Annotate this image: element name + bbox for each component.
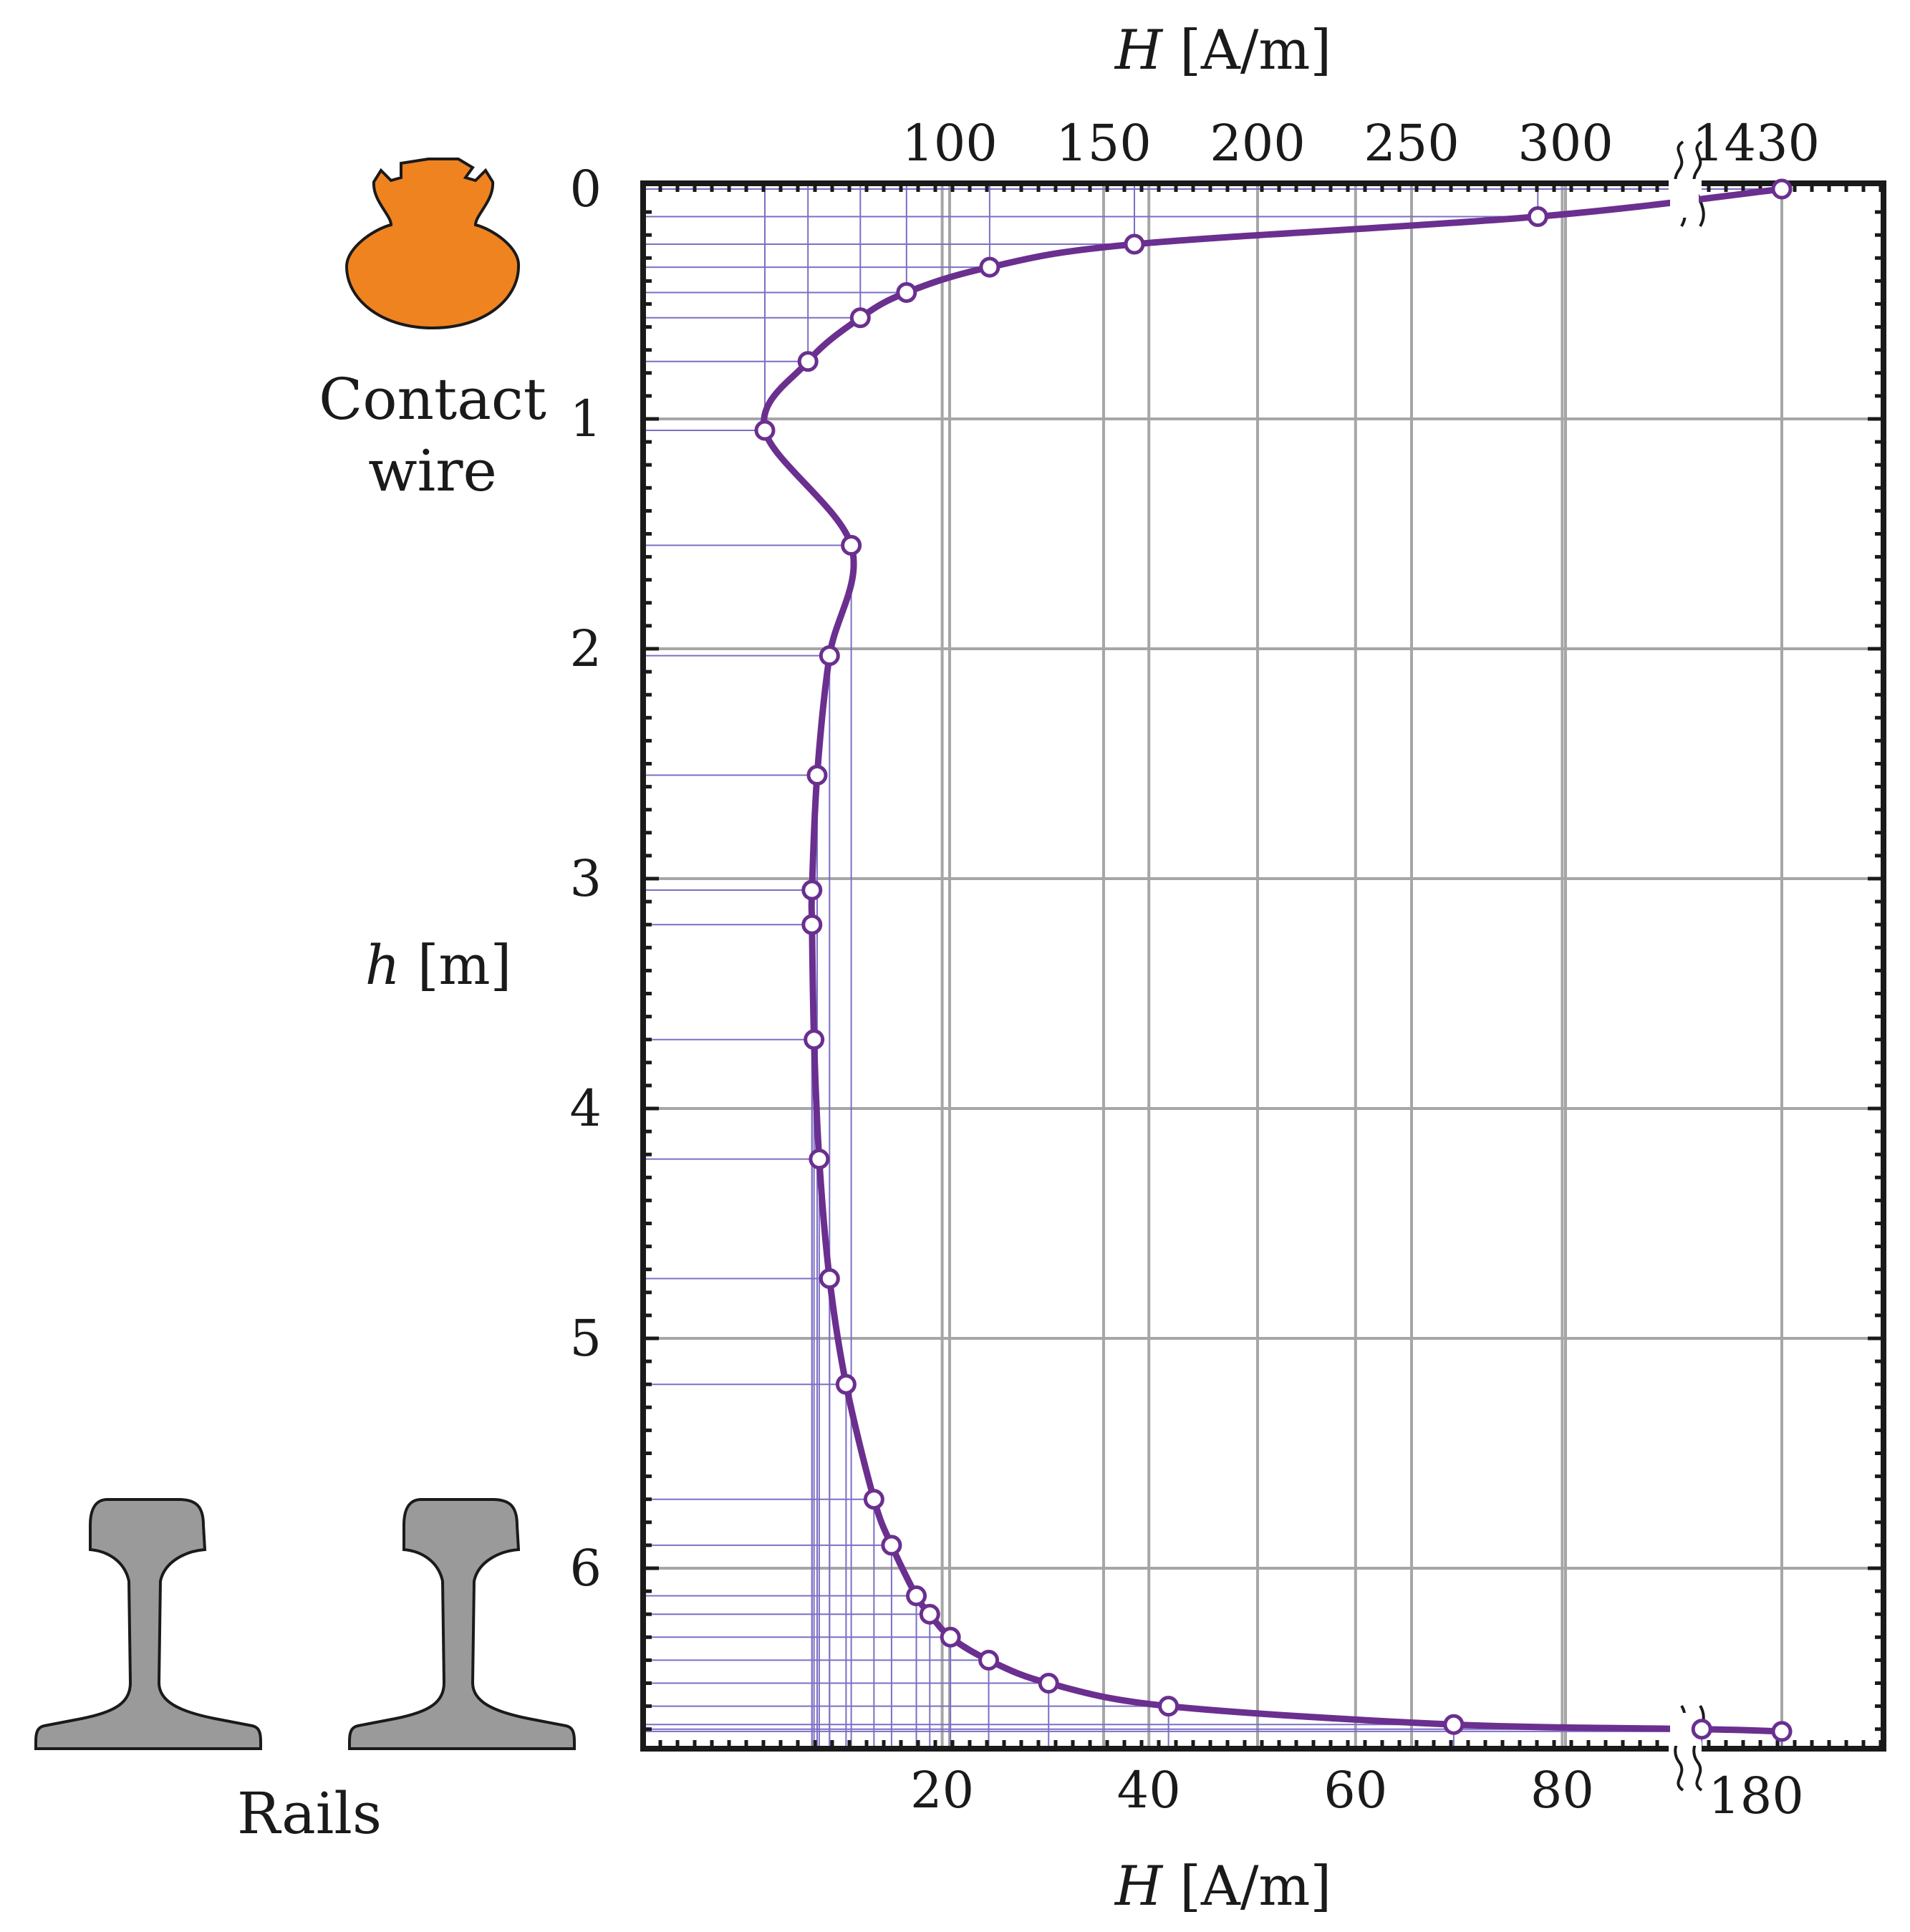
bottom-tick-label: 40: [1117, 1761, 1181, 1820]
grid-lines: [643, 183, 1884, 1749]
axis-ticks: [643, 183, 1884, 1749]
axis-break-marks: [1669, 140, 1705, 1792]
top-tick-label: 300: [1518, 114, 1614, 173]
y-tick-label: 2: [569, 619, 602, 678]
data-point: [940, 1626, 961, 1648]
data-curve: [761, 179, 1783, 1746]
bottom-axis-title: H [A/m]: [1114, 1854, 1331, 1918]
rail-right-icon: [348, 1498, 576, 1750]
data-point: [1443, 1714, 1465, 1735]
data-point: [849, 307, 871, 329]
contact-wire-icon: [344, 158, 521, 330]
top-tick-label: 200: [1210, 114, 1306, 173]
top-axis-title: H [A/m]: [1114, 18, 1331, 82]
data-point: [1771, 178, 1793, 200]
curve-line: [761, 185, 1783, 1735]
data-point: [804, 1029, 825, 1050]
data-point: [841, 535, 862, 556]
data-points: [754, 178, 1793, 1742]
y-tick-label: 6: [569, 1539, 602, 1598]
data-point: [806, 765, 828, 786]
curve-break-gap-top: [1670, 179, 1699, 218]
data-point: [801, 914, 823, 935]
data-point: [754, 420, 776, 441]
data-point: [979, 256, 1000, 278]
rail-left-icon: [34, 1498, 262, 1750]
y-tick-label: 1: [569, 390, 602, 448]
data-point: [906, 1585, 927, 1607]
bottom-break-tick-label: 180: [1708, 1767, 1804, 1825]
data-point: [863, 1489, 884, 1510]
data-point: [835, 1373, 857, 1395]
y-axis-title: h [m]: [365, 933, 511, 997]
y-tick-label: 5: [569, 1309, 602, 1368]
data-point: [801, 879, 823, 901]
data-point: [978, 1649, 1000, 1671]
data-point: [1527, 206, 1548, 228]
data-point: [797, 351, 819, 372]
axis-break-mark-top: [1692, 140, 1705, 228]
data-point: [1124, 233, 1145, 255]
data-point: [819, 1268, 840, 1290]
top-tick-label: 100: [902, 114, 998, 173]
bottom-tick-label: 60: [1323, 1761, 1387, 1820]
data-point: [881, 1535, 902, 1556]
y-tick-label: 4: [569, 1079, 602, 1138]
construction-lines: [643, 183, 1783, 1749]
data-point: [809, 1149, 830, 1170]
data-point: [896, 281, 917, 303]
bottom-tick-label: 20: [910, 1761, 974, 1820]
data-point: [919, 1603, 940, 1625]
y-tick-label: 0: [569, 160, 602, 218]
data-point: [819, 645, 840, 667]
data-point: [1691, 1719, 1712, 1740]
top-break-tick-label: 1430: [1692, 114, 1820, 173]
data-point: [1771, 1721, 1793, 1742]
contact-wire-label-line2: wire: [368, 438, 497, 504]
data-point: [1038, 1673, 1059, 1694]
contact-wire-label-line1: Contact: [319, 366, 546, 433]
top-tick-label: 250: [1364, 114, 1460, 173]
top-tick-label: 150: [1056, 114, 1152, 173]
rails-label: Rails: [237, 1780, 382, 1847]
tick-labels: 0 1 2 3 4 5 6 100 150 200 250 300 1430 20 40 60 80 180: [569, 114, 1820, 1825]
bottom-tick-label: 80: [1530, 1761, 1594, 1820]
y-tick-label: 3: [569, 849, 602, 908]
data-point: [1158, 1696, 1180, 1717]
